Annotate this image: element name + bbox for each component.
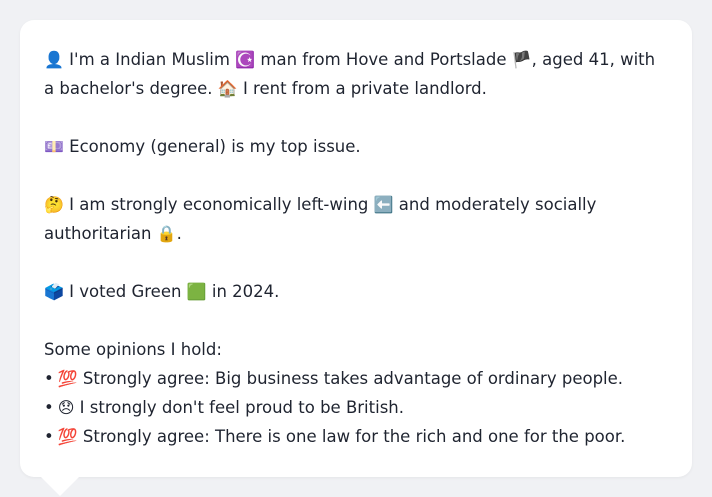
opinions-list: • 💯 Strongly agree: Big business takes ad…: [44, 364, 669, 451]
bubble-tail: [40, 476, 80, 496]
person-icon: 👤: [44, 50, 64, 69]
opinion-text: Strongly agree: There is one law for the…: [77, 427, 626, 446]
intro-text-1: I'm a Indian Muslim: [63, 50, 236, 69]
bullet: •: [44, 427, 54, 446]
opinion-text: I strongly don't feel proud to be Britis…: [74, 398, 404, 417]
opinion-text: Strongly agree: Big business takes advan…: [77, 369, 624, 388]
intro-paragraph: 👤 I'm a Indian Muslim ☪️ man from Hove a…: [44, 45, 669, 103]
hundred-points-icon: 💯: [57, 369, 78, 388]
disappointed-face-icon: 😞: [57, 398, 75, 417]
house-icon: 🏠: [217, 79, 238, 98]
left-arrow-icon: ⬅️: [373, 195, 394, 214]
message-content: 👤 I'm a Indian Muslim ☪️ man from Hove a…: [44, 45, 669, 451]
ideology-text-3: .: [176, 224, 182, 243]
ballot-box-icon: 🗳️: [44, 282, 64, 301]
intro-text-3: , aged 41, with a bachelor's degree.: [44, 50, 656, 98]
vote-text-2: in 2024.: [206, 282, 280, 301]
crescent-icon: ☪️: [235, 50, 256, 69]
ideology-text-2: and moderately socially authoritarian: [44, 195, 597, 243]
opinions-heading: Some opinions I hold:: [44, 340, 222, 359]
list-item: • 💯 Strongly agree: Big business takes ad…: [44, 364, 669, 393]
lock-icon: 🔒: [156, 224, 177, 243]
vote-text-1: I voted Green: [63, 282, 187, 301]
intro-text-4: I rent from a private landlord.: [237, 79, 487, 98]
england-flag-icon: 🏴: [511, 50, 532, 69]
vote-paragraph: 🗳️ I voted Green 🟩 in 2024.: [44, 277, 669, 306]
issue-text: Economy (general) is my top issue.: [63, 137, 361, 156]
ideology-text-1: I am strongly economically left-wing: [63, 195, 374, 214]
list-item: • 💯 Strongly agree: There is one law for …: [44, 422, 669, 451]
thinking-face-icon: 🤔: [44, 195, 64, 214]
bullet: •: [44, 369, 54, 388]
intro-text-2: man from Hove and Portslade: [255, 50, 512, 69]
bullet: •: [44, 398, 54, 417]
green-square-icon: 🟩: [186, 282, 207, 301]
ideology-paragraph: 🤔 I am strongly economically left-wing ⬅…: [44, 190, 669, 248]
message-bubble: [20, 20, 692, 477]
hundred-points-icon: 💯: [57, 427, 78, 446]
banknote-icon: 💷: [44, 137, 64, 156]
issue-paragraph: 💷 Economy (general) is my top issue.: [44, 132, 669, 161]
list-item: • 😞 I strongly don't feel proud to be Bri…: [44, 393, 669, 422]
